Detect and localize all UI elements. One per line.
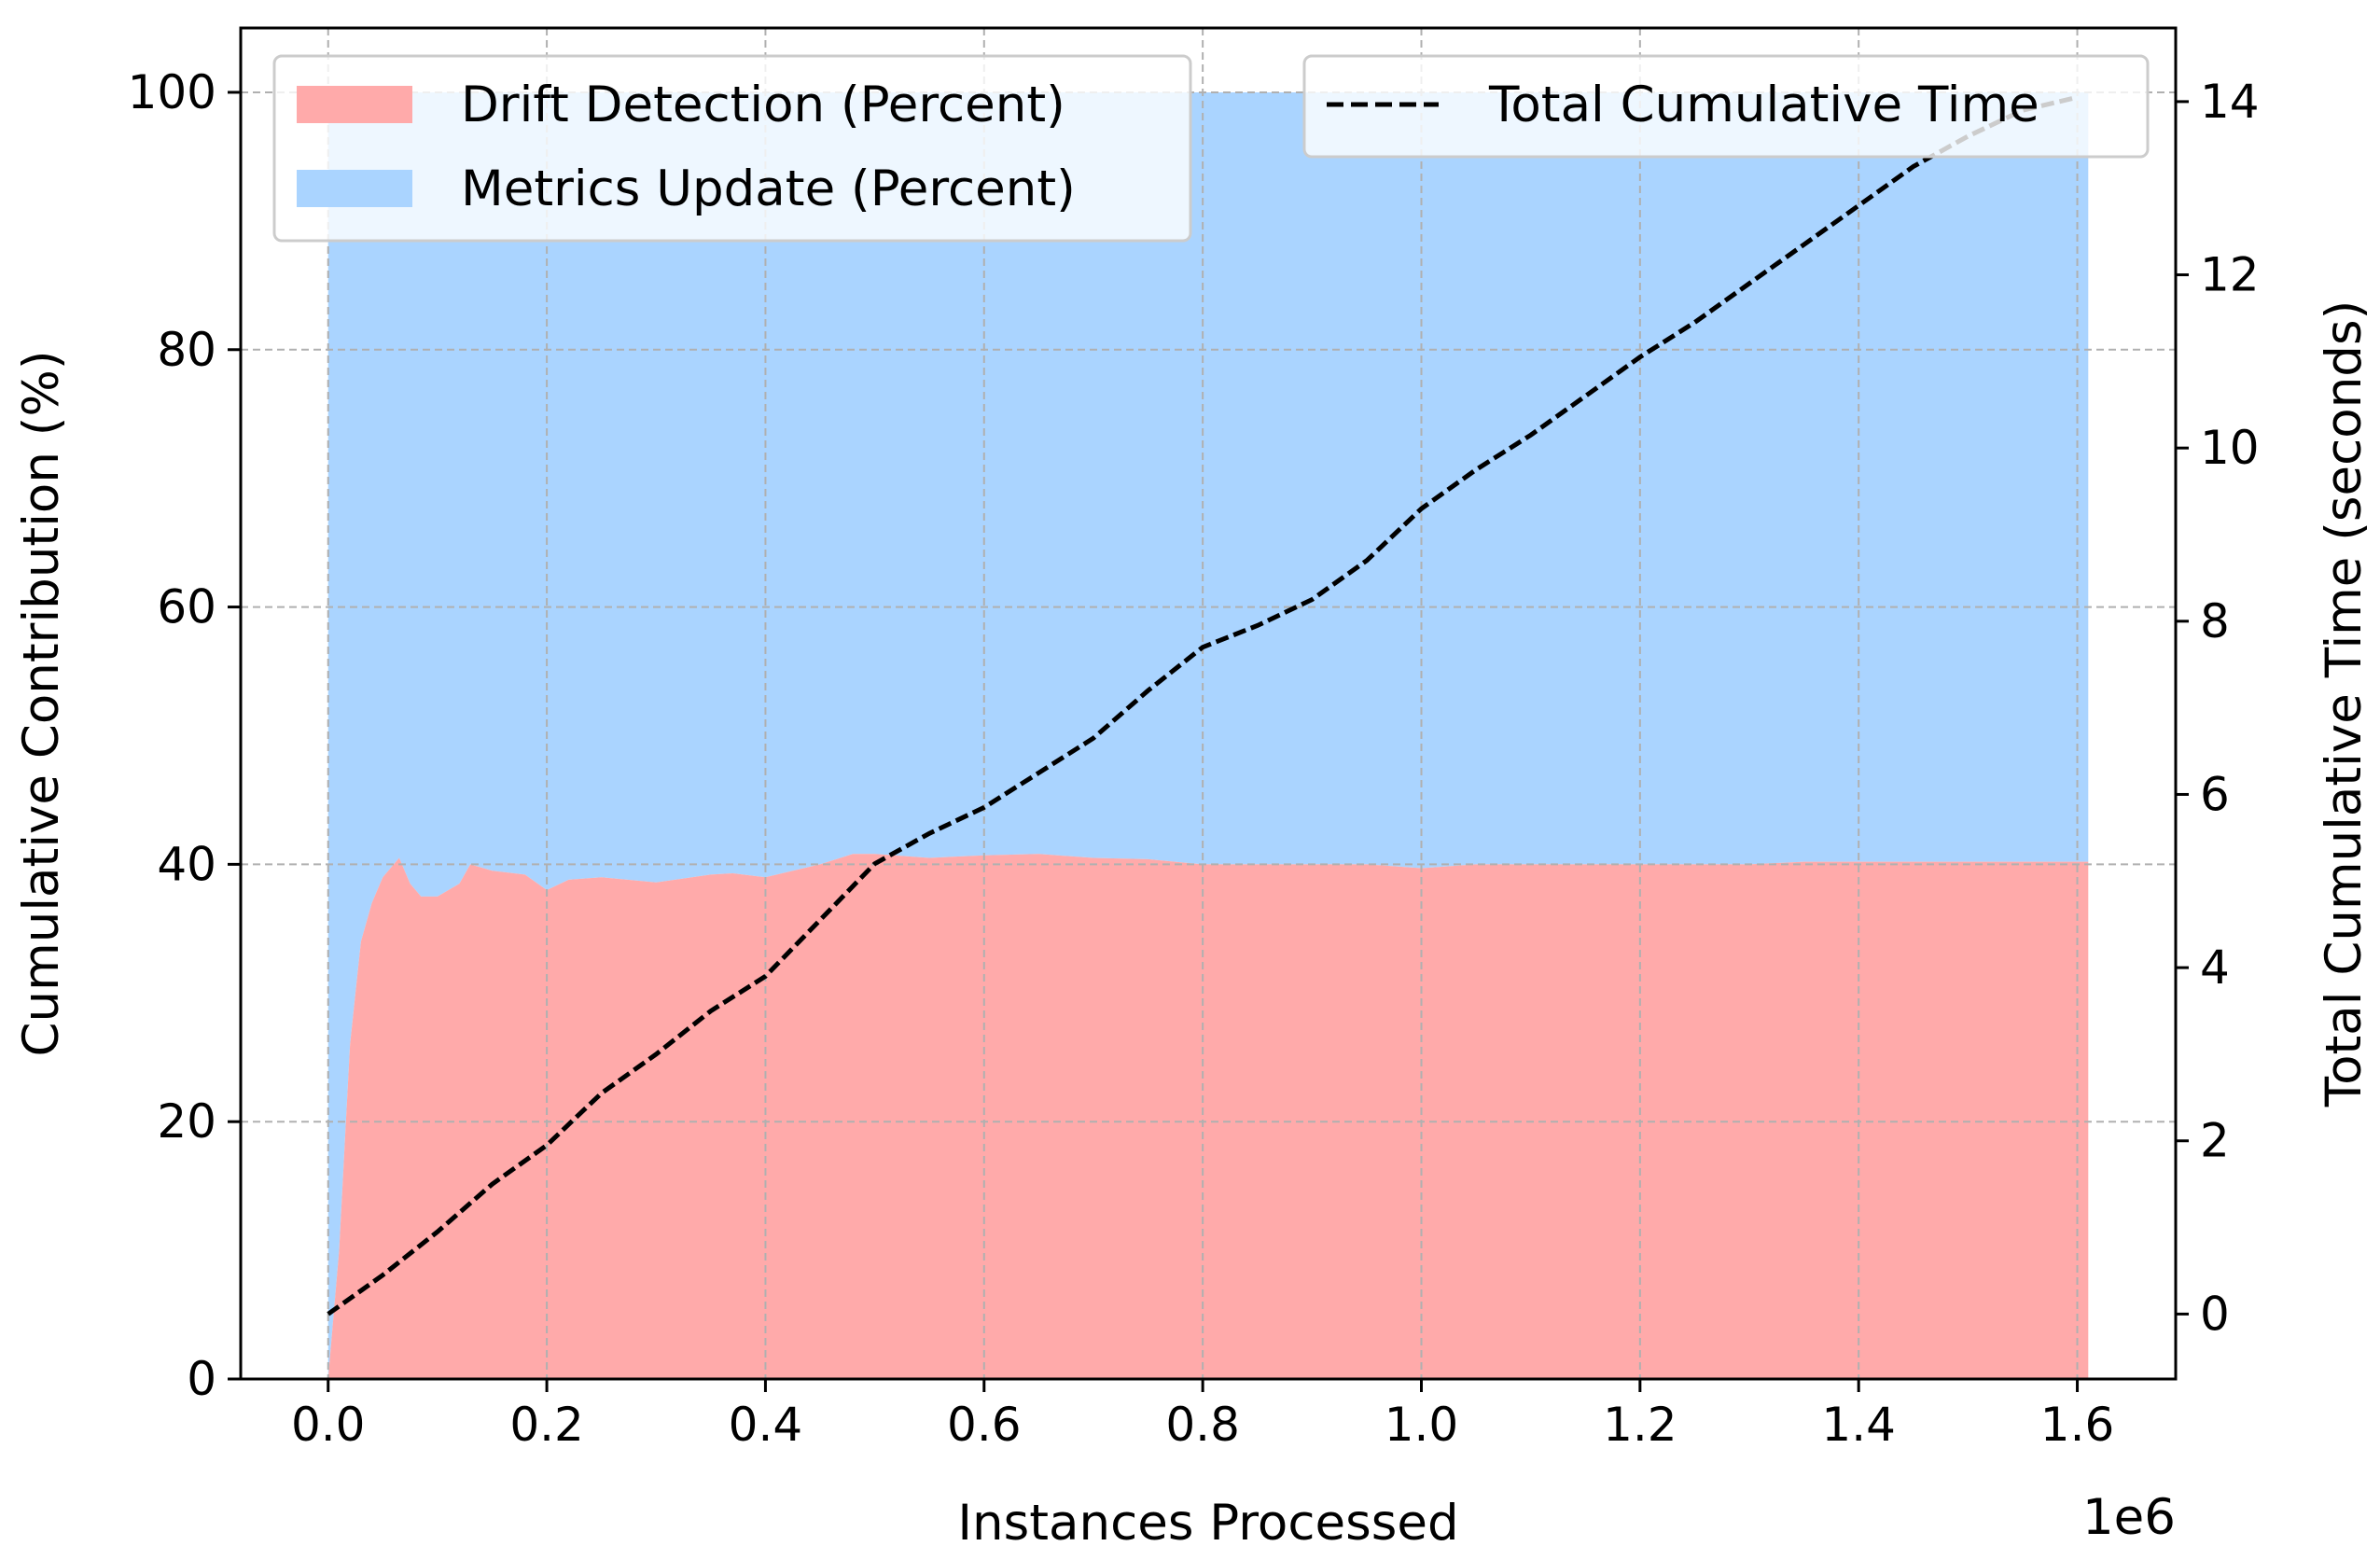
legend-left: Drift Detection (Percent) Metrics Update… <box>272 54 1192 243</box>
x-axis-label: Instances Processed <box>957 1495 1458 1552</box>
y2-tick-label: 2 <box>2200 1114 2230 1168</box>
y-tick-label: 80 <box>157 323 216 377</box>
x-tick-label: 0.2 <box>509 1398 584 1452</box>
y2-tick-label: 6 <box>2200 767 2230 821</box>
legend-right: Total Cumulative Time <box>1302 54 2150 159</box>
y2-axis-label: Total Cumulative Time (seconds) <box>2316 300 2373 1108</box>
legend-label-drift-detection: Drift Detection (Percent) <box>461 77 1065 133</box>
x-axis-offset-label: 1e6 <box>2082 1489 2176 1546</box>
legend-left-box <box>272 54 1192 243</box>
x-tick-label: 1.4 <box>1821 1398 1896 1452</box>
x-tick-label: 0.0 <box>291 1398 366 1452</box>
y2-tick-label: 4 <box>2200 940 2230 995</box>
area-layer <box>327 92 2089 1379</box>
x-tick-label: 0.8 <box>1165 1398 1240 1452</box>
y2-tick-label: 0 <box>2200 1287 2230 1341</box>
legend-swatch-drift-detection <box>297 86 412 123</box>
legend-label-total-cumulative-time: Total Cumulative Time <box>1488 77 2039 133</box>
y2-tick-label: 8 <box>2200 594 2230 648</box>
x-tick-label: 0.4 <box>729 1398 803 1452</box>
x-tick-label: 1.0 <box>1385 1398 1459 1452</box>
y-tick-label: 60 <box>157 580 216 634</box>
plot-frame <box>239 26 2178 1381</box>
line-total-cumulative-time <box>327 94 2079 1316</box>
line-layer <box>327 94 2079 1316</box>
y2-tick-label: 14 <box>2200 75 2260 129</box>
y-tick-label: 40 <box>157 837 216 891</box>
y-tick-label: 100 <box>128 65 216 119</box>
y2-tick-label: 12 <box>2200 248 2260 302</box>
area-metrics-update <box>327 92 2089 1379</box>
x-tick-label: 0.6 <box>947 1398 1022 1452</box>
legend-swatch-metrics-update <box>297 170 412 207</box>
legend-label-metrics-update: Metrics Update (Percent) <box>461 160 1076 217</box>
legend-right-box <box>1302 54 2150 159</box>
y-tick-label: 20 <box>157 1094 216 1149</box>
y-axis-label: Cumulative Contribution (%) <box>13 351 70 1057</box>
area-drift-detection <box>327 854 2089 1379</box>
y-tick-label: 0 <box>187 1352 216 1406</box>
y2-tick-label: 10 <box>2200 421 2260 475</box>
tick-layer: 0.0 0.2 0.4 0.6 0.8 1.0 1.2 1.4 1.6 0 20 40 60 80 100 0… <box>128 65 2260 1452</box>
x-tick-label: 1.2 <box>1603 1398 1677 1452</box>
x-tick-label: 1.6 <box>2040 1398 2115 1452</box>
